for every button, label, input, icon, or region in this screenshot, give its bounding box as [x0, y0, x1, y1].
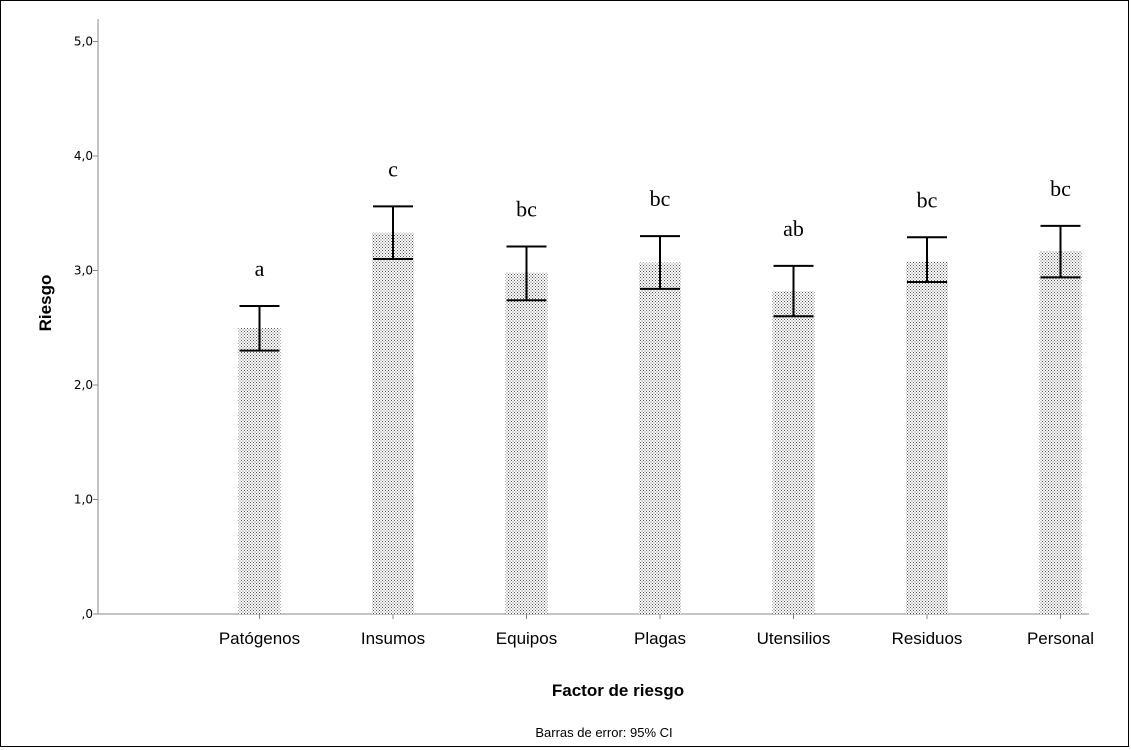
bar [505, 272, 548, 614]
y-axis-title: Riesgo [36, 275, 55, 332]
x-tick-label: Insumos [361, 629, 425, 648]
significance-letter: bc [516, 196, 537, 221]
bar [639, 262, 681, 614]
y-tick-label: 3,0 [74, 264, 93, 278]
y-tick-label: ,0 [82, 607, 93, 621]
significance-letter: ab [783, 216, 804, 241]
significance-letter: bc [1050, 176, 1071, 201]
x-tick-label: Plagas [634, 629, 686, 648]
y-tick-label: 2,0 [74, 378, 93, 392]
bar [1039, 251, 1082, 614]
x-tick-label: Personal [1027, 629, 1094, 648]
significance-letter: bc [917, 187, 938, 212]
bar [238, 327, 281, 614]
y-tick-label: 1,0 [74, 493, 93, 507]
x-tick-label: Equipos [496, 629, 557, 648]
bar [372, 232, 414, 614]
significance-letter: bc [650, 186, 671, 211]
x-tick-label: Residuos [892, 629, 963, 648]
y-tick-label: 5,0 [74, 35, 93, 49]
significance-letter: a [255, 256, 265, 281]
bar [772, 291, 815, 614]
significance-letter: c [388, 156, 398, 181]
x-tick-label: Patógenos [219, 629, 300, 648]
x-axis-title: Factor de riesgo [552, 681, 684, 700]
error-bar-footnote: Barras de error: 95% CI [535, 725, 672, 740]
y-tick-label: 4,0 [74, 149, 93, 163]
x-tick-label: Utensilios [757, 629, 831, 648]
bar [906, 261, 948, 614]
